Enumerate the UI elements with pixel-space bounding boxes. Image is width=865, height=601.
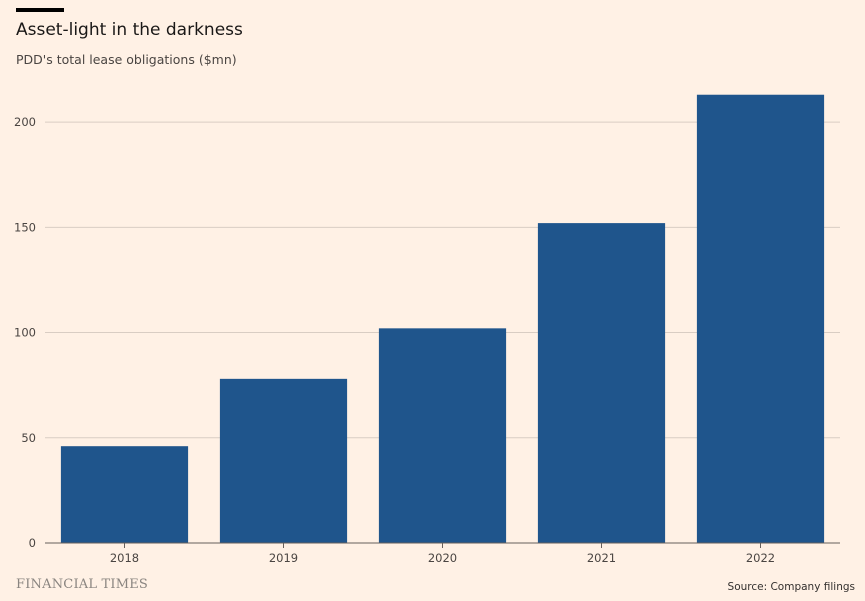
y-tick-label: 150	[14, 220, 36, 234]
x-tick-label: 2020	[428, 551, 457, 565]
y-tick-label: 50	[21, 431, 36, 445]
bar	[537, 223, 666, 544]
y-tick-label: 0	[29, 536, 36, 550]
chart-title: Asset-light in the darkness	[16, 20, 243, 40]
title-accent-bar	[16, 8, 64, 12]
x-tick-label: 2021	[587, 551, 616, 565]
source-note: Source: Company filings	[727, 581, 855, 593]
bar	[60, 446, 189, 543]
y-tick-label: 200	[14, 115, 36, 129]
bar	[378, 328, 507, 543]
bar	[696, 94, 825, 544]
bar	[219, 378, 348, 543]
chart-subtitle: PDD's total lease obligations ($mn)	[16, 52, 237, 67]
ft-logo: FINANCIAL TIMES	[16, 577, 149, 592]
x-tick-label: 2022	[746, 551, 775, 565]
x-tick-label: 2018	[110, 551, 139, 565]
x-tick-label: 2019	[269, 551, 298, 565]
y-tick-label: 100	[14, 326, 36, 340]
